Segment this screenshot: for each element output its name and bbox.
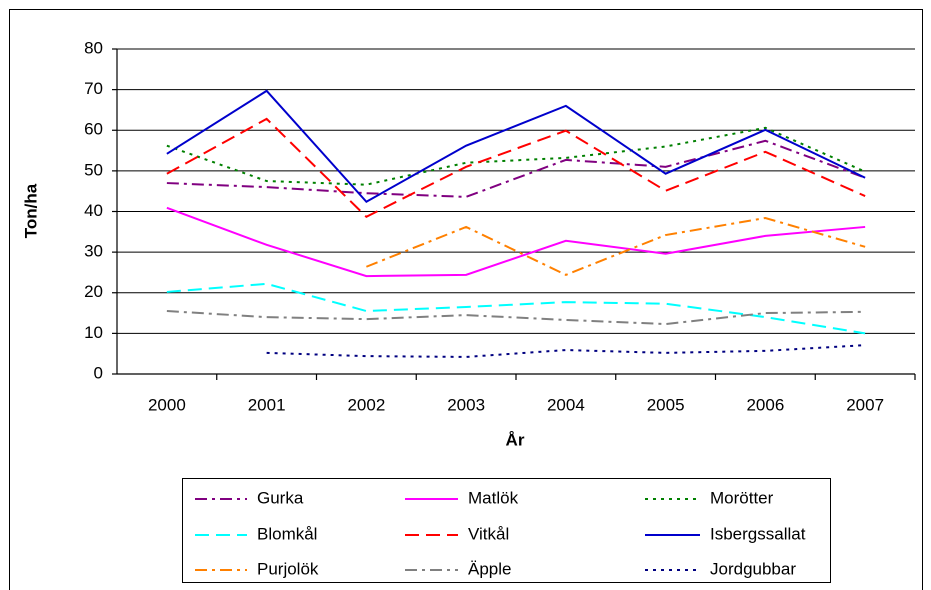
series-line (166, 89, 866, 204)
x-tick-label: 2005 (647, 395, 685, 414)
series-line (166, 282, 866, 335)
y-tick-label: 70 (84, 79, 103, 98)
x-tick-label: 2007 (846, 395, 884, 414)
series-line (266, 344, 866, 358)
x-tick-label: 2002 (347, 395, 385, 414)
y-axis-label: Ton/ha (21, 183, 40, 238)
legend-label: Gurka (257, 488, 304, 507)
series-line (166, 126, 866, 186)
series-line (166, 310, 866, 326)
chart-frame (9, 9, 923, 590)
y-tick-label: 50 (84, 160, 103, 179)
y-tick-label: 10 (84, 323, 103, 342)
y-tick-label: 20 (84, 282, 103, 301)
y-tick-label: 30 (84, 242, 103, 261)
x-tick-label: 2000 (148, 395, 186, 414)
y-tick-label: 60 (84, 120, 103, 139)
series-line (366, 216, 866, 276)
y-tick-label: 40 (84, 201, 103, 220)
y-tick-label: 0 (94, 363, 103, 382)
series-line (166, 139, 866, 198)
series-line (166, 206, 866, 278)
legend-label: Isbergssallat (710, 524, 806, 543)
legend-label: Purjolök (257, 559, 319, 578)
x-axis-label: År (506, 430, 525, 449)
legend-label: Jordgubbar (710, 559, 796, 578)
legend-label: Blomkål (257, 524, 317, 543)
series-line (166, 117, 866, 218)
legend-label: Morötter (710, 488, 774, 507)
legend-label: Vitkål (468, 524, 509, 543)
legend-label: Matlök (468, 488, 519, 507)
legend-label: Äpple (468, 559, 511, 578)
x-tick-label: 2004 (547, 395, 585, 414)
legend-box (182, 478, 831, 583)
x-tick-label: 2001 (248, 395, 286, 414)
x-tick-label: 2006 (746, 395, 784, 414)
y-tick-label: 80 (84, 38, 103, 57)
x-tick-label: 2003 (447, 395, 485, 414)
